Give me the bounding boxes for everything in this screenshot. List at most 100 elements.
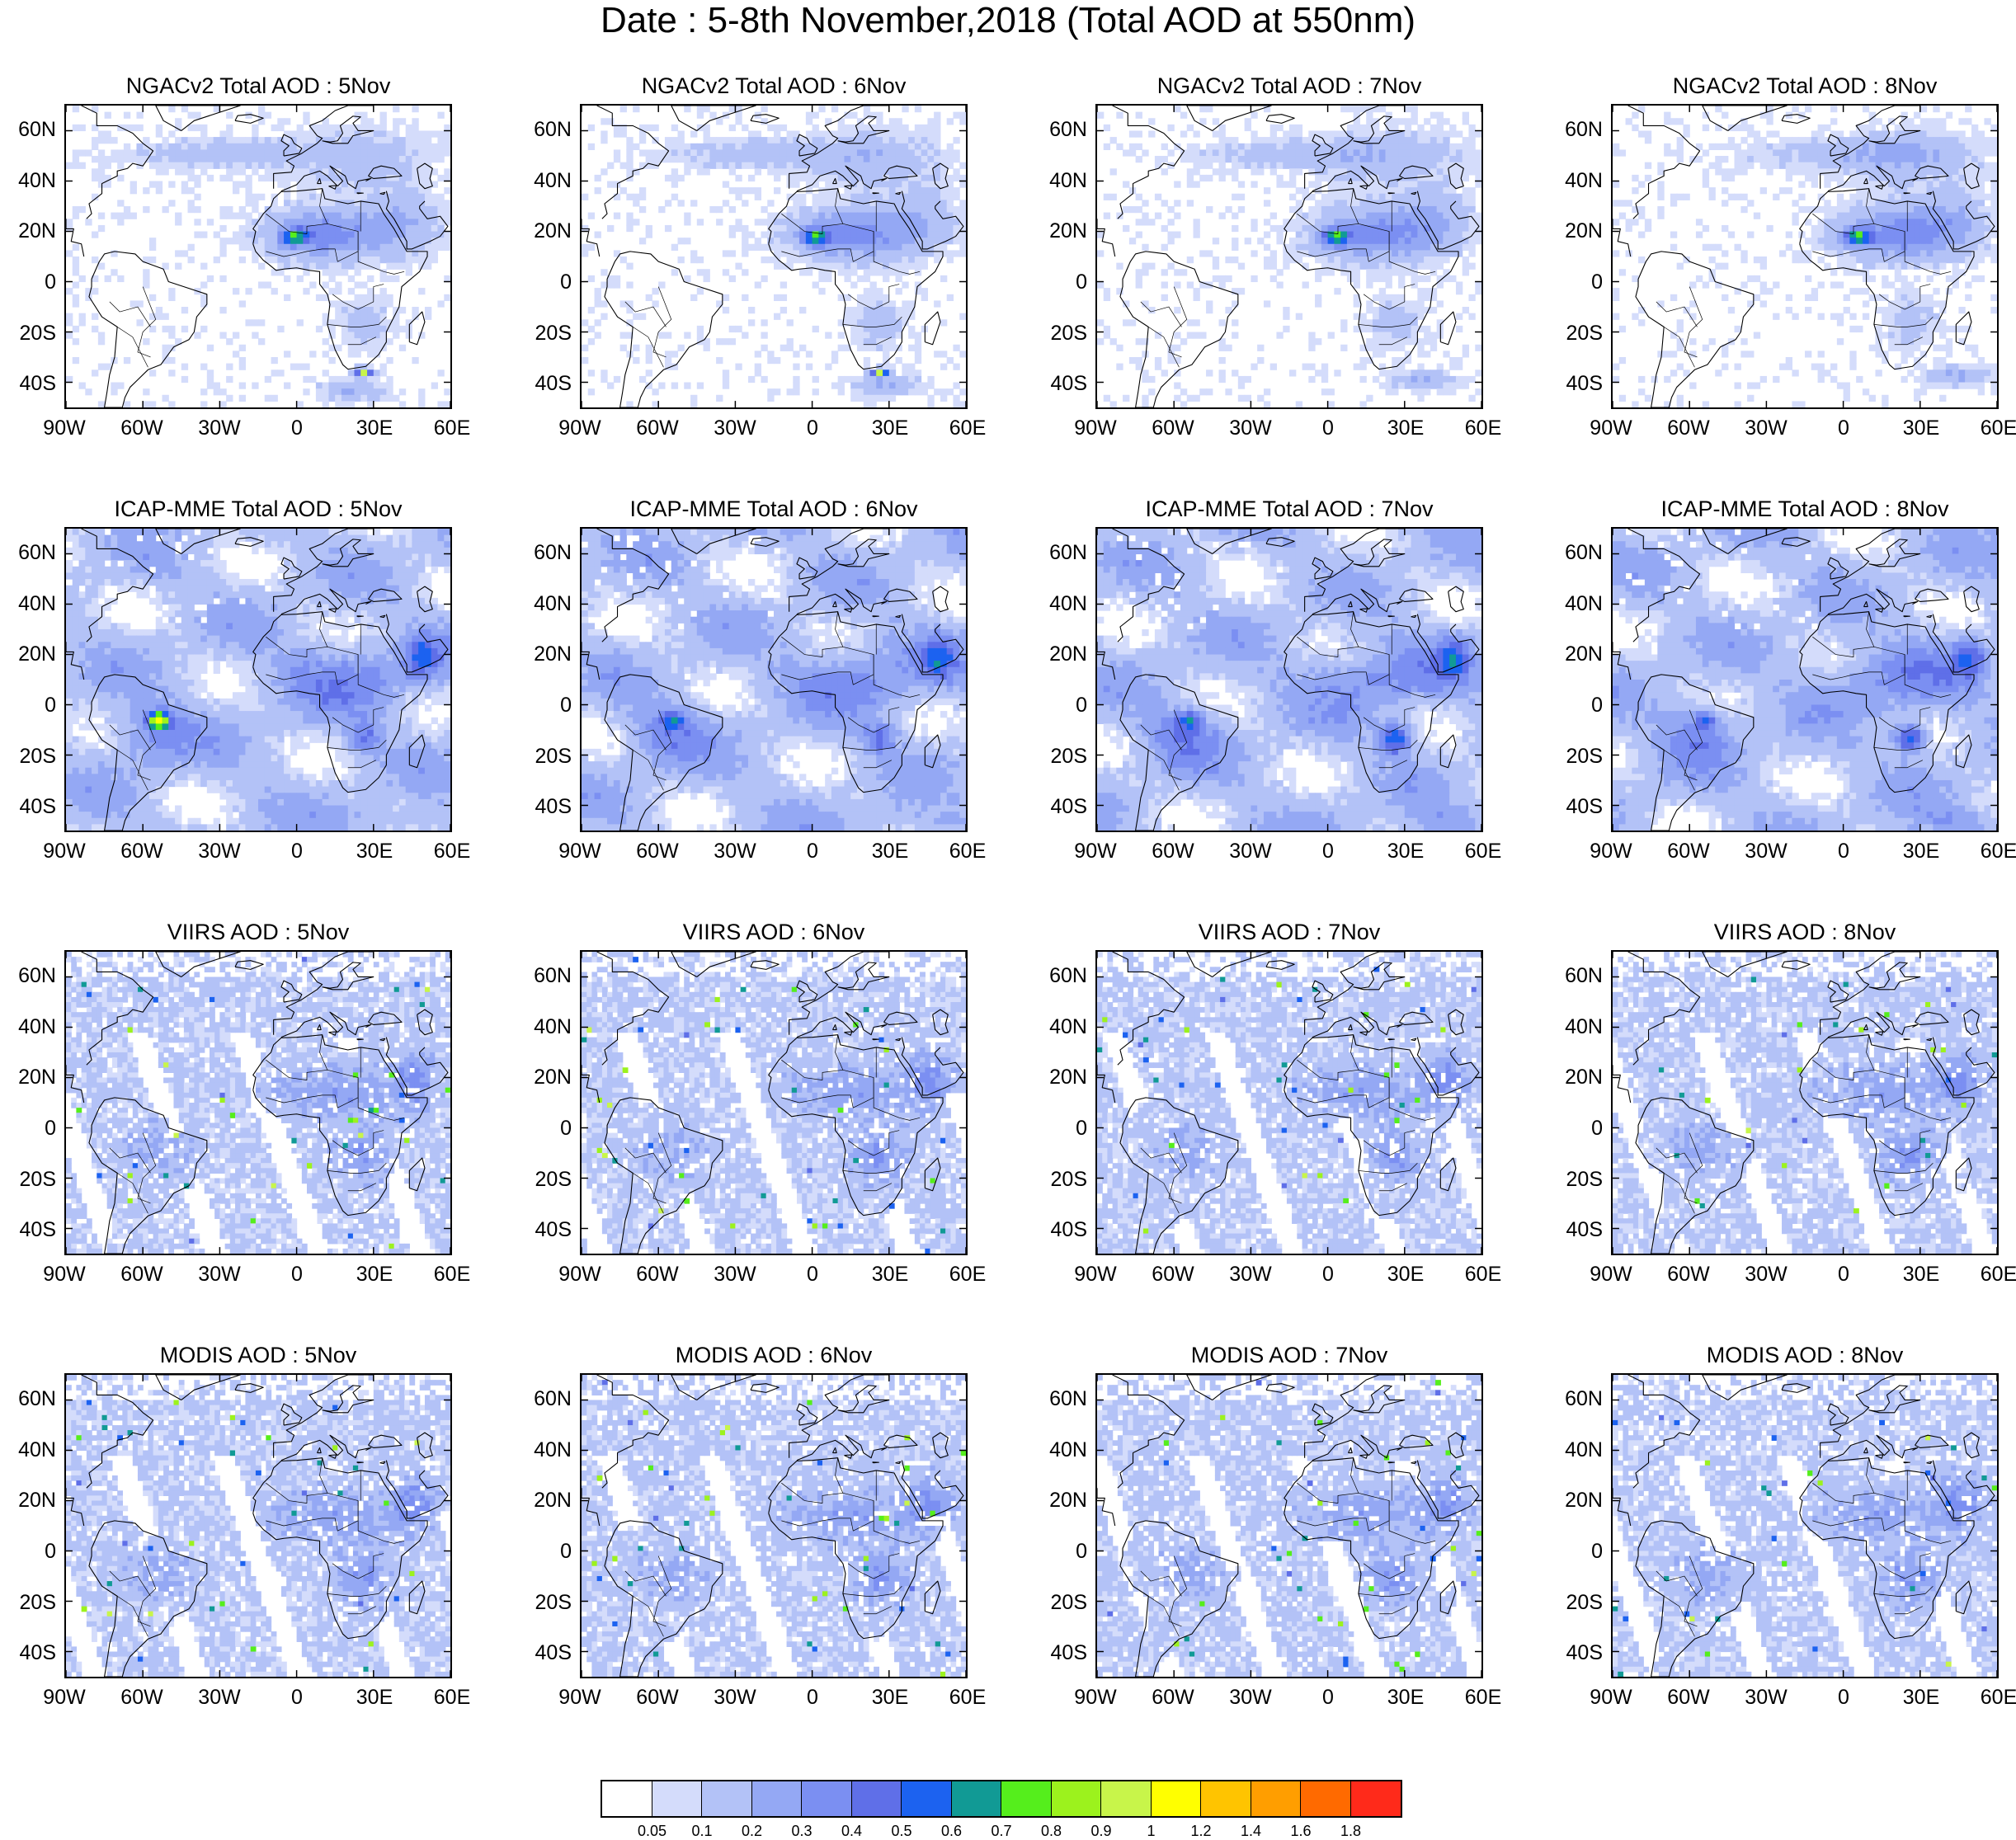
lat-label: 20S	[1566, 322, 1603, 344]
lon-label: 30E	[1903, 1687, 1939, 1708]
colorbar-swatch	[1301, 1781, 1351, 1816]
lat-label: 60N	[534, 965, 572, 986]
colorbar-swatch	[1351, 1781, 1401, 1816]
lat-label: 40S	[1051, 1219, 1087, 1240]
lat-label: 60N	[1565, 965, 1603, 986]
coastline	[357, 1039, 364, 1040]
aod-field	[1613, 1375, 1997, 1677]
lon-label: 60W	[120, 1264, 163, 1285]
lon-label: 60E	[434, 417, 470, 439]
coastline	[1904, 1462, 1910, 1463]
lon-label: 60E	[949, 417, 986, 439]
lat-label: 20N	[18, 220, 56, 242]
lon-label: 0	[1838, 1687, 1849, 1708]
colorbar-swatch	[752, 1781, 803, 1816]
panel-title: ICAP-MME Total AOD : 7Nov	[1095, 496, 1483, 522]
colorbar-swatch	[952, 1781, 1002, 1816]
coastline	[873, 1462, 879, 1463]
aod-field	[1613, 952, 1997, 1254]
colorbar-label: 0.8	[1041, 1823, 1062, 1840]
lat-label: 0	[1076, 1118, 1087, 1139]
lon-label: 90W	[43, 1264, 85, 1285]
lat-label: 60N	[18, 1388, 56, 1409]
lon-label: 90W	[1590, 1687, 1632, 1708]
aod-map	[64, 950, 452, 1255]
lat-label: 20N	[534, 220, 572, 242]
lat-label: 40S	[1566, 1219, 1603, 1240]
lon-label: 60E	[434, 840, 470, 862]
aod-map	[64, 104, 452, 409]
coastline	[1388, 193, 1395, 194]
lat-label: 60N	[18, 119, 56, 140]
lon-label: 60E	[1465, 1264, 1501, 1285]
lat-label: 20S	[535, 1169, 572, 1190]
lat-label: 20S	[20, 1169, 56, 1190]
lon-label: 0	[1322, 1264, 1334, 1285]
lon-label: 30W	[714, 417, 756, 439]
lon-label: 90W	[1074, 417, 1116, 439]
colorbar-label: 0.6	[941, 1823, 962, 1840]
lat-label: 60N	[534, 1388, 572, 1409]
panel-title: VIIRS AOD : 6Nov	[580, 919, 968, 945]
lon-label: 90W	[1590, 840, 1632, 862]
lat-label: 0	[560, 1541, 572, 1562]
lon-label: 60E	[1981, 417, 2016, 439]
lat-label: 60N	[1565, 1388, 1603, 1409]
aod-field	[66, 529, 450, 831]
lat-label: 20N	[18, 643, 56, 665]
lon-label: 30W	[1229, 1687, 1271, 1708]
lat-label: 40S	[1051, 1642, 1087, 1664]
lon-label: 60W	[120, 1687, 163, 1708]
lat-label: 20N	[1049, 1489, 1087, 1511]
coastline	[1388, 1462, 1395, 1463]
lat-label: 40N	[1565, 1016, 1603, 1038]
aod-map	[1611, 950, 1999, 1255]
lon-label: 30W	[714, 1687, 756, 1708]
lat-label: 40N	[18, 170, 56, 191]
lat-label: 60N	[534, 542, 572, 563]
lon-label: 30W	[1745, 1264, 1787, 1285]
lat-label: 40S	[20, 1219, 56, 1240]
coastline	[1388, 616, 1395, 617]
lat-label: 40S	[535, 373, 572, 394]
lat-label: 60N	[534, 119, 572, 140]
lon-label: 30W	[714, 840, 756, 862]
lon-label: 90W	[1074, 840, 1116, 862]
lon-label: 0	[807, 1264, 818, 1285]
lon-label: 60W	[1152, 1264, 1194, 1285]
lat-label: 40N	[1565, 1439, 1603, 1461]
lon-label: 30E	[872, 1264, 908, 1285]
aod-field	[1097, 529, 1481, 831]
lat-label: 20N	[1049, 643, 1087, 665]
lon-label: 60E	[949, 840, 986, 862]
lat-label: 20S	[1566, 1592, 1603, 1613]
coastline	[1904, 616, 1910, 617]
coastline	[1782, 115, 1810, 124]
colorbar-label: 0.2	[742, 1823, 762, 1840]
lon-label: 60E	[1981, 1687, 2016, 1708]
lat-label: 0	[1591, 271, 1603, 293]
aod-field	[1613, 106, 1997, 407]
lon-label: 90W	[558, 417, 601, 439]
aod-map	[1611, 104, 1999, 409]
aod-map	[1095, 104, 1483, 409]
aod-map	[1611, 1373, 1999, 1678]
colorbar-label: 1	[1147, 1823, 1155, 1840]
lat-label: 20N	[1565, 1489, 1603, 1511]
panel-title: ICAP-MME Total AOD : 5Nov	[64, 496, 452, 522]
lon-label: 60E	[949, 1687, 986, 1708]
lat-label: 0	[1076, 694, 1087, 716]
lat-label: 60N	[18, 542, 56, 563]
panel-title: NGACv2 Total AOD : 5Nov	[64, 73, 452, 99]
